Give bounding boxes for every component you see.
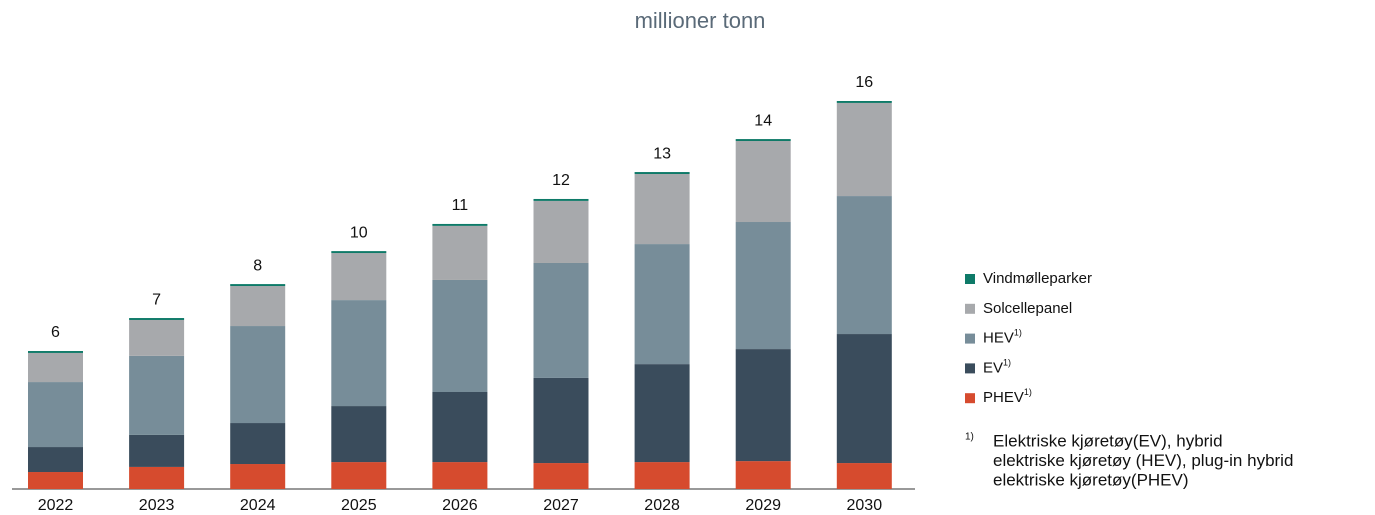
- bar-segment: [230, 286, 286, 327]
- legend-label: Solcellepanel: [983, 300, 1072, 317]
- bar-segment: [28, 447, 83, 473]
- footnote-line: elektriske kjøretøy(PHEV): [993, 470, 1189, 489]
- bar-segment: [432, 392, 488, 463]
- chart-title: millioner tonn: [635, 8, 766, 33]
- bar-segment: [331, 406, 387, 463]
- bar-segment: [230, 464, 286, 489]
- legend-note: 1): [1003, 358, 1011, 368]
- bar-segment: [836, 196, 892, 335]
- bar-segment: [533, 262, 589, 378]
- bar-segment: [533, 377, 589, 464]
- bar-segment: [28, 351, 83, 353]
- total-label: 12: [552, 172, 570, 189]
- bar-segment: [28, 472, 83, 489]
- bar-segment: [735, 222, 791, 350]
- total-label: 10: [350, 224, 368, 241]
- legend-swatch: [965, 363, 975, 374]
- bar-segment: [28, 382, 83, 448]
- bar-segment: [432, 223, 488, 226]
- legend-text: PHEV: [983, 389, 1024, 406]
- x-tick-label: 2026: [442, 497, 478, 514]
- legend-label: PHEV1): [983, 388, 1032, 407]
- bar-segment: [331, 253, 387, 301]
- legend-text: EV: [983, 359, 1003, 376]
- bar-segment: [533, 198, 589, 201]
- footnote-line: Elektriske kjøretøy(EV), hybrid: [993, 431, 1223, 450]
- bar-segment: [634, 173, 690, 245]
- legend-text: Solcellepanel: [983, 300, 1072, 317]
- bar-segment: [533, 463, 589, 489]
- bar-segment: [432, 225, 488, 280]
- bar-segment: [230, 284, 286, 287]
- bar-segment: [230, 326, 286, 424]
- total-label: 16: [855, 74, 873, 91]
- bar-segment: [634, 462, 690, 489]
- legend-note: 1): [1024, 388, 1032, 398]
- bar-segment: [129, 319, 185, 356]
- footnote-marker: 1): [965, 432, 974, 443]
- legend-swatch: [965, 333, 975, 344]
- bar-segment: [129, 318, 185, 320]
- bar-segment: [836, 101, 892, 103]
- total-label: 6: [51, 324, 60, 341]
- bar-segment: [331, 251, 387, 254]
- bar-segment: [735, 349, 791, 462]
- bar-segment: [634, 244, 690, 365]
- x-tick-label: 2028: [644, 497, 680, 514]
- bar-segment: [129, 434, 185, 467]
- bar-segment: [836, 463, 892, 489]
- bar-segment: [28, 352, 83, 383]
- bar-segment: [432, 279, 488, 392]
- legend-label: EV1): [983, 358, 1011, 377]
- legend-text: Vindmølleparker: [983, 270, 1092, 287]
- legend-swatch: [965, 303, 975, 314]
- bar-segment: [331, 462, 387, 489]
- total-label: 8: [253, 257, 262, 274]
- bar-segment: [735, 461, 791, 489]
- total-label: 13: [653, 145, 671, 162]
- bar-segment: [331, 300, 387, 407]
- bar-segment: [129, 355, 185, 435]
- legend-label: Vindmølleparker: [983, 270, 1092, 287]
- bar-segment: [634, 364, 690, 463]
- x-tick-label: 2030: [847, 497, 883, 514]
- legend-swatch: [965, 393, 975, 404]
- bar-segment: [432, 462, 488, 489]
- bar-segment: [735, 139, 791, 142]
- legend-label: HEV1): [983, 328, 1022, 347]
- x-tick-label: 2024: [240, 497, 276, 514]
- x-tick-label: 2022: [38, 497, 74, 514]
- total-label: 11: [452, 197, 469, 214]
- legend-swatch: [965, 274, 975, 284]
- bar-segment: [230, 423, 286, 465]
- bar-segment: [735, 141, 791, 223]
- x-tick-label: 2023: [139, 497, 175, 514]
- bar-segment: [533, 200, 589, 263]
- bar-segment: [634, 172, 690, 174]
- bar-segment: [836, 102, 892, 197]
- bar-segment: [129, 466, 185, 489]
- legend-text: HEV: [983, 330, 1014, 347]
- x-tick-label: 2027: [543, 497, 579, 514]
- bar-segment: [836, 334, 892, 464]
- x-tick-label: 2025: [341, 497, 377, 514]
- footnote-line: elektriske kjøretøy (HEV), plug-in hybri…: [993, 451, 1293, 470]
- legend-note: 1): [1014, 328, 1022, 338]
- total-label: 14: [754, 112, 772, 129]
- x-tick-label: 2029: [745, 497, 781, 514]
- total-label: 7: [152, 291, 161, 308]
